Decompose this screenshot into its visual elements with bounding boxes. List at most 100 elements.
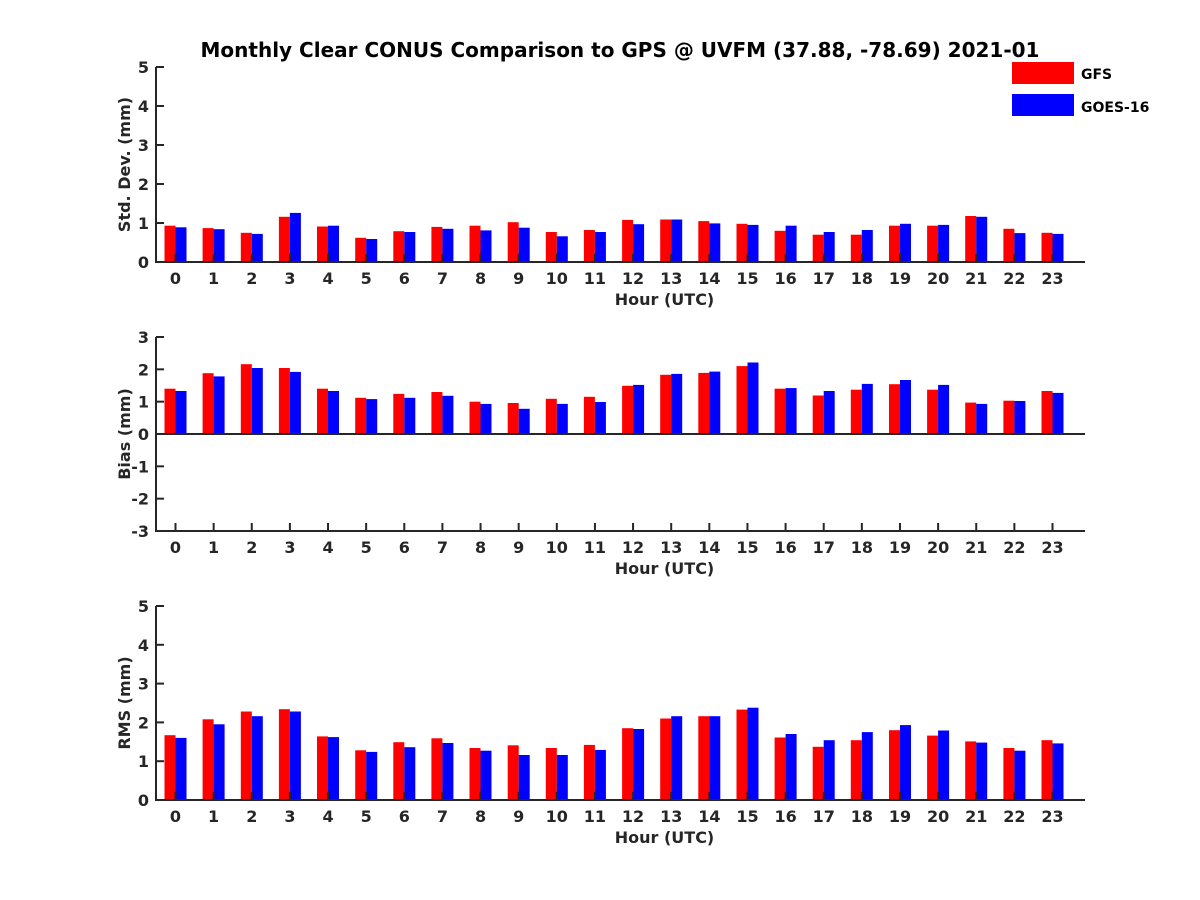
- bar-std-dev-goes16-1: [213, 229, 225, 262]
- bar-std-dev-gfs-4: [317, 226, 328, 262]
- x-tick-label: 17: [813, 538, 835, 557]
- legend-label-gfs: GFS: [1081, 67, 1112, 83]
- x-tick-label: 2: [246, 269, 257, 288]
- x-tick-label: 4: [322, 538, 333, 557]
- bar-bias-goes16-19: [900, 380, 911, 434]
- bar-std-dev-gfs-9: [507, 222, 519, 262]
- x-tick-label: 19: [889, 538, 911, 557]
- y-tick-label: 5: [138, 58, 149, 77]
- legend-swatch-goes16: [1012, 94, 1074, 116]
- x-axis-label: Hour (UTC): [615, 828, 715, 847]
- bar-bias-goes16-22: [1014, 401, 1026, 434]
- bar-rms-goes16-18: [861, 732, 873, 800]
- bar-bias-gfs-2: [240, 364, 252, 434]
- bar-std-dev-goes16-22: [1014, 233, 1026, 262]
- bar-bias-gfs-23: [1041, 391, 1053, 434]
- bar-rms-gfs-17: [812, 746, 824, 800]
- y-tick-label: 3: [138, 328, 149, 347]
- bar-std-dev-goes16-13: [671, 219, 683, 262]
- bar-rms-goes16-20: [938, 730, 950, 800]
- y-tick-label: 1: [138, 214, 149, 233]
- bar-std-dev-gfs-6: [393, 231, 405, 262]
- bar-bias-goes16-17: [823, 391, 835, 434]
- bar-std-dev-goes16-21: [976, 216, 988, 262]
- bar-rms-goes16-15: [747, 707, 759, 800]
- bar-std-dev-goes16-0: [175, 227, 187, 262]
- bar-bias-gfs-7: [431, 392, 443, 434]
- x-tick-label: 1: [208, 269, 219, 288]
- x-tick-label: 20: [927, 807, 949, 826]
- x-tick-label: 12: [622, 269, 644, 288]
- bar-rms-gfs-19: [889, 730, 900, 800]
- bar-bias-goes16-18: [861, 383, 873, 434]
- bar-bias-gfs-3: [278, 368, 290, 434]
- x-tick-label: 2: [246, 807, 257, 826]
- x-tick-label: 9: [513, 269, 524, 288]
- bar-std-dev-gfs-1: [202, 228, 214, 262]
- bar-rms-goes16-19: [900, 725, 911, 800]
- bar-rms-gfs-23: [1041, 740, 1053, 800]
- x-tick-label: 15: [736, 538, 758, 557]
- legend-swatch-gfs: [1012, 62, 1074, 84]
- bar-bias-gfs-5: [355, 397, 367, 434]
- bar-bias-goes16-21: [976, 403, 988, 434]
- bar-rms-gfs-9: [507, 745, 519, 800]
- bar-rms-goes16-2: [251, 716, 263, 800]
- bar-std-dev-gfs-13: [660, 219, 672, 262]
- bar-bias-gfs-20: [927, 389, 939, 434]
- x-tick-label: 23: [1041, 807, 1063, 826]
- bar-bias-goes16-11: [594, 402, 606, 434]
- x-tick-label: 3: [284, 269, 295, 288]
- bar-bias-goes16-23: [1052, 392, 1064, 434]
- bar-std-dev-goes16-19: [900, 223, 911, 262]
- x-tick-label: 7: [437, 538, 448, 557]
- bar-std-dev-gfs-2: [240, 232, 252, 263]
- x-tick-label: 19: [889, 269, 911, 288]
- bar-rms-goes16-17: [823, 740, 835, 800]
- bar-rms-gfs-11: [583, 744, 595, 800]
- bar-std-dev-goes16-15: [747, 224, 759, 262]
- x-tick-label: 8: [475, 269, 486, 288]
- bar-rms-goes16-4: [328, 737, 339, 800]
- y-tick-label: 1: [138, 752, 149, 771]
- bar-bias-gfs-22: [1003, 400, 1015, 434]
- chart-title: Monthly Clear CONUS Comparison to GPS @ …: [201, 38, 1040, 62]
- x-tick-label: 20: [927, 269, 949, 288]
- bar-bias-goes16-4: [328, 391, 339, 434]
- bar-bias-gfs-21: [965, 402, 977, 434]
- x-tick-label: 17: [813, 807, 835, 826]
- x-tick-label: 18: [851, 269, 873, 288]
- bar-rms-gfs-2: [240, 711, 252, 800]
- bar-std-dev-gfs-16: [774, 230, 786, 262]
- bar-std-dev-gfs-14: [698, 221, 710, 262]
- y-tick-label: -2: [131, 490, 149, 509]
- bar-std-dev-goes16-12: [633, 224, 645, 262]
- bar-std-dev-goes16-4: [328, 225, 339, 262]
- x-tick-label: 13: [660, 538, 682, 557]
- bar-std-dev-goes16-16: [785, 225, 797, 262]
- y-tick-label: 3: [138, 136, 149, 155]
- bar-bias-gfs-13: [660, 374, 672, 434]
- bar-std-dev-goes16-3: [289, 212, 301, 262]
- x-tick-label: 15: [736, 807, 758, 826]
- bar-std-dev-goes16-23: [1052, 233, 1064, 262]
- bar-rms-goes16-14: [709, 716, 721, 800]
- bar-rms-goes16-13: [671, 716, 683, 800]
- bar-bias-gfs-19: [889, 384, 900, 434]
- bar-rms-goes16-0: [175, 737, 187, 800]
- x-tick-label: 22: [1003, 269, 1025, 288]
- bar-std-dev-goes16-5: [366, 239, 378, 262]
- x-tick-label: 11: [584, 538, 606, 557]
- bar-std-dev-goes16-9: [518, 227, 530, 262]
- bar-rms-goes16-9: [518, 755, 530, 800]
- bar-std-dev-gfs-22: [1003, 228, 1015, 262]
- x-tick-label: 13: [660, 269, 682, 288]
- bar-bias-goes16-12: [633, 384, 645, 434]
- x-tick-label: 17: [813, 269, 835, 288]
- bar-rms-gfs-3: [278, 709, 290, 800]
- bar-bias-goes16-6: [404, 397, 416, 434]
- bar-bias-gfs-8: [469, 401, 481, 434]
- y-axis-label: Std. Dev. (mm): [115, 97, 134, 232]
